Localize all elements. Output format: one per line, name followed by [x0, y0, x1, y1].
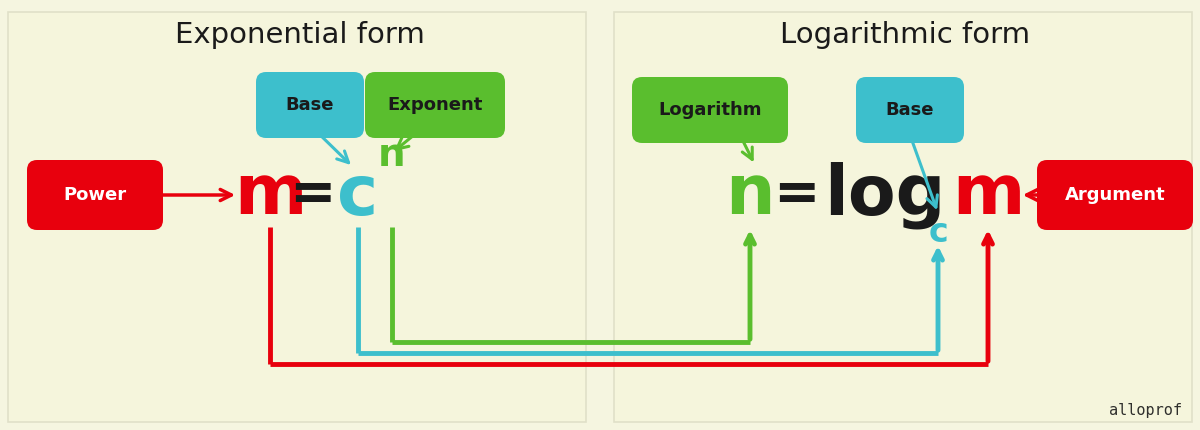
Text: Exponential form: Exponential form [175, 21, 425, 49]
Text: =: = [773, 168, 820, 222]
FancyBboxPatch shape [8, 12, 586, 422]
FancyBboxPatch shape [614, 12, 1192, 422]
Text: Argument: Argument [1064, 186, 1165, 204]
FancyBboxPatch shape [632, 77, 788, 143]
Text: n: n [378, 136, 406, 174]
Text: Logarithm: Logarithm [659, 101, 762, 119]
Text: Base: Base [286, 96, 335, 114]
Text: Power: Power [64, 186, 126, 204]
Text: Exponent: Exponent [388, 96, 482, 114]
FancyBboxPatch shape [1037, 160, 1193, 230]
Text: m: m [234, 162, 306, 228]
Text: =: = [289, 168, 335, 222]
FancyBboxPatch shape [365, 72, 505, 138]
FancyBboxPatch shape [256, 72, 364, 138]
Text: c: c [928, 216, 948, 249]
FancyBboxPatch shape [28, 160, 163, 230]
FancyBboxPatch shape [856, 77, 964, 143]
Text: Logarithmic form: Logarithmic form [780, 21, 1030, 49]
Text: c: c [337, 162, 379, 228]
Text: n: n [725, 162, 775, 228]
Text: log: log [824, 161, 946, 229]
Text: m: m [952, 162, 1024, 228]
Text: alloprof: alloprof [1109, 402, 1182, 418]
Text: Base: Base [886, 101, 935, 119]
